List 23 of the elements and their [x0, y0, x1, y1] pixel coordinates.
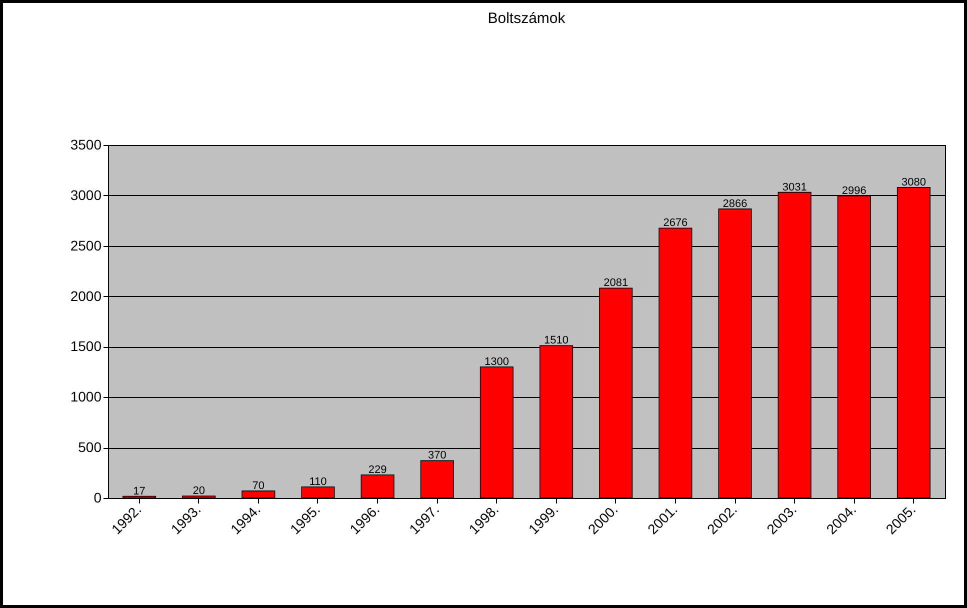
data-label: 2676	[663, 217, 688, 230]
y-tick-label: 500	[78, 439, 102, 456]
data-label: 2081	[604, 277, 628, 290]
data-label: 1300	[484, 356, 509, 368]
y-tick-label: 3500	[70, 136, 102, 152]
data-label: 229	[368, 464, 387, 476]
data-label: 110	[309, 476, 327, 488]
data-label: 2866	[722, 198, 748, 210]
data-label: 3080	[901, 176, 926, 188]
data-label: 1510	[544, 334, 569, 347]
data-label: 3031	[782, 181, 807, 194]
y-tick-label: 1500	[70, 338, 102, 354]
y-tick-label: 3000	[70, 186, 102, 203]
data-label: 2996	[842, 184, 866, 197]
y-tick-label: 2500	[70, 237, 102, 254]
y-tick-label: 1000	[70, 388, 102, 405]
chart-title: Boltszámok	[488, 10, 566, 27]
y-tick-label: 0	[94, 490, 102, 506]
data-label: 20	[192, 484, 205, 497]
data-label: 370	[428, 450, 446, 462]
y-tick-label: 2000	[70, 288, 102, 304]
data-label: 70	[252, 480, 265, 492]
data-label: 17	[133, 485, 146, 498]
